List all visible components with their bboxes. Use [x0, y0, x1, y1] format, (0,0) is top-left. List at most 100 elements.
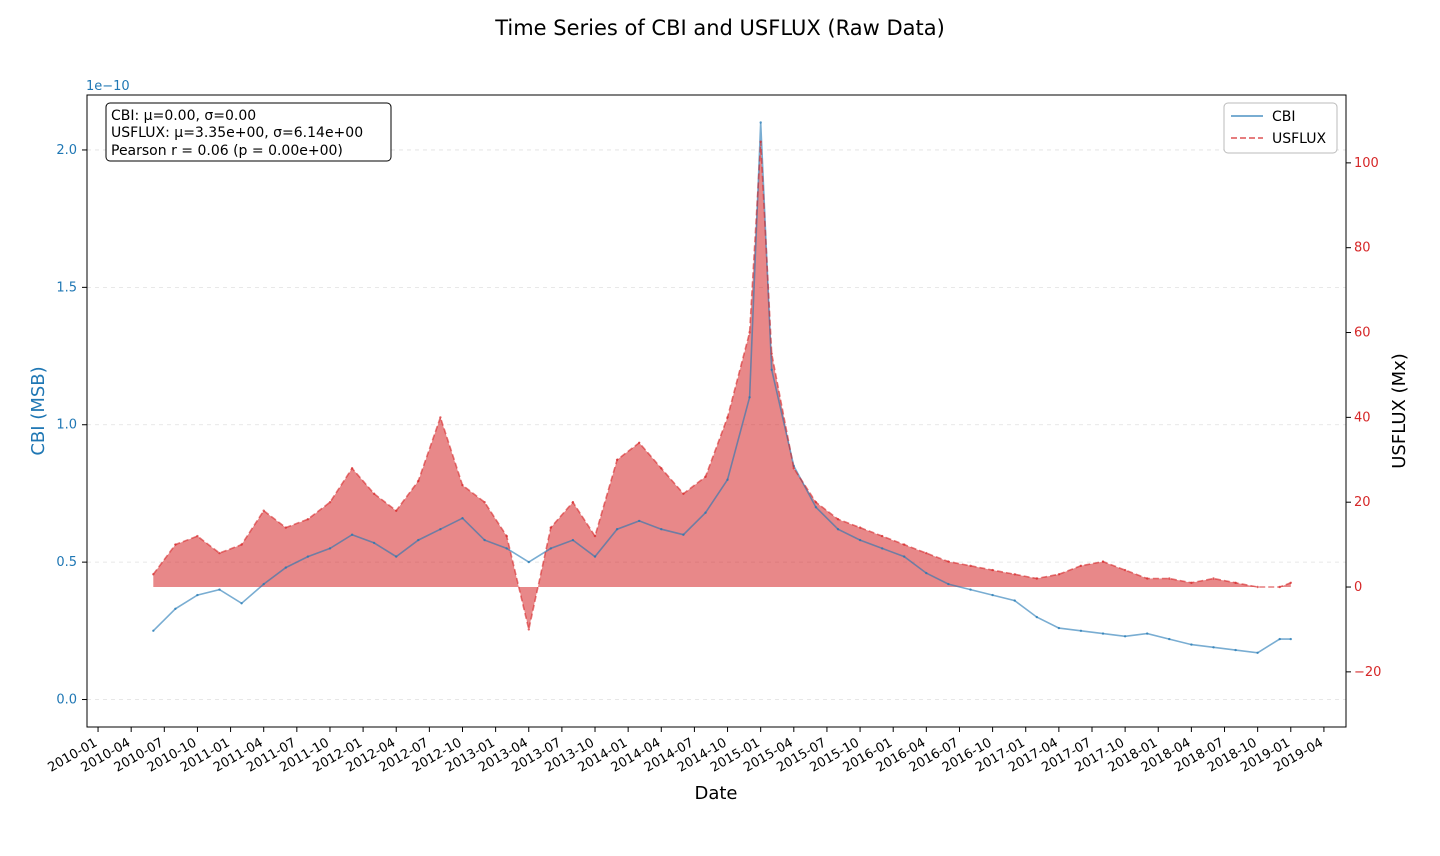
- cbi-point: [505, 547, 508, 550]
- usflux-fill: [153, 141, 1291, 630]
- plot-frame: [86, 94, 1347, 728]
- cbi-point: [682, 533, 685, 536]
- usflux-point: [1101, 560, 1105, 563]
- usflux-point: [726, 416, 729, 419]
- usflux-point: [1289, 581, 1293, 584]
- left-axis-exponent: 1e−10: [86, 79, 130, 94]
- legend: CBI USFLUX: [1223, 102, 1338, 154]
- cbi-point: [1146, 632, 1149, 635]
- usflux-point: [858, 526, 862, 529]
- left-tick-label: 0.5: [56, 555, 77, 570]
- usflux-point: [1278, 585, 1281, 589]
- cbi-point: [947, 582, 950, 586]
- left-tick-label: 1.0: [56, 418, 77, 433]
- usflux-point: [836, 518, 840, 521]
- usflux-point: [284, 526, 287, 529]
- usflux-point: [660, 467, 663, 470]
- cbi-point: [328, 547, 332, 550]
- legend-label-cbi: CBI: [1272, 109, 1296, 125]
- stats-box: CBI: μ=0.00, σ=0.00 USFLUX: μ=3.35e+00, …: [105, 102, 392, 162]
- cbi-point: [461, 517, 464, 520]
- usflux-point: [792, 467, 795, 470]
- cbi-point: [218, 588, 221, 591]
- stats-line: USFLUX: μ=3.35e+00, σ=6.14e+00: [111, 125, 363, 141]
- usflux-point: [1212, 577, 1215, 580]
- cbi-point: [571, 538, 575, 542]
- right-y-axis-label: USFLUX (Mx): [1389, 353, 1410, 469]
- cbi-point: [196, 593, 199, 597]
- cbi-point: [638, 519, 641, 523]
- usflux-point: [1079, 564, 1083, 567]
- usflux-point: [1013, 573, 1016, 576]
- usflux-point: [262, 509, 265, 512]
- usflux-point: [417, 479, 420, 483]
- right-tick-label: 100: [1354, 156, 1379, 171]
- cbi-point: [1057, 626, 1061, 630]
- usflux-point: [682, 492, 685, 495]
- usflux-point: [439, 416, 442, 419]
- cbi-point: [527, 560, 530, 564]
- cbi-point: [759, 121, 762, 124]
- usflux-point: [483, 501, 486, 504]
- cbi-point: [417, 538, 420, 542]
- right-tick-label: 40: [1354, 410, 1371, 425]
- usflux-point: [196, 534, 199, 538]
- cbi-point: [395, 555, 398, 558]
- usflux-point: [969, 564, 972, 567]
- usflux-point: [925, 551, 928, 555]
- cbi-point: [1035, 615, 1039, 619]
- usflux-point: [549, 526, 552, 529]
- usflux-point: [1256, 585, 1259, 589]
- cbi-point: [704, 511, 707, 514]
- cbi-series-line: [152, 122, 1291, 654]
- cbi-point: [549, 547, 552, 550]
- usflux-point: [218, 551, 221, 555]
- cbi-point: [881, 547, 884, 550]
- usflux-point: [704, 475, 707, 478]
- usflux-point: [395, 509, 398, 512]
- usflux-point: [991, 568, 994, 572]
- cbi-point: [1289, 637, 1293, 641]
- left-tick-label: 1.5: [56, 280, 77, 295]
- usflux-point: [527, 628, 530, 631]
- usflux-point: [638, 441, 641, 444]
- cbi-point: [262, 582, 265, 586]
- usflux-point: [1035, 577, 1039, 580]
- cbi-point: [615, 528, 619, 531]
- cbi-point: [748, 396, 751, 399]
- cbi-point: [240, 602, 243, 605]
- cbi-point: [1212, 646, 1215, 649]
- usflux-point: [372, 492, 376, 495]
- stats-line: CBI: μ=0.00, σ=0.00: [111, 108, 256, 124]
- cbi-point: [925, 571, 928, 575]
- cbi-point: [1079, 629, 1083, 632]
- cbi-point: [1278, 637, 1281, 641]
- cbi-point: [306, 555, 310, 558]
- right-tick-label: 20: [1354, 495, 1371, 510]
- cbi-point: [1234, 648, 1237, 652]
- stats-line: Pearson r = 0.06 (p = 0.00e+00): [111, 143, 343, 159]
- usflux-area: [153, 141, 1291, 630]
- usflux-point: [461, 484, 464, 487]
- right-tick-label: −20: [1354, 665, 1381, 680]
- usflux-point: [947, 560, 950, 563]
- cbi-point: [726, 478, 729, 481]
- usflux-point: [903, 543, 906, 546]
- usflux-point: [1057, 573, 1061, 576]
- right-tick-label: 0: [1354, 580, 1362, 595]
- usflux-point: [1168, 577, 1171, 580]
- x-axis-label: Date: [694, 783, 737, 804]
- cbi-point: [836, 528, 840, 531]
- usflux-point: [1123, 568, 1127, 572]
- cbi-point: [1168, 637, 1171, 641]
- cbi-point: [858, 538, 862, 542]
- left-tick-label: 0.0: [56, 693, 77, 708]
- usflux-point: [759, 140, 762, 143]
- cbi-point: [1190, 643, 1193, 646]
- usflux-point: [1234, 581, 1237, 584]
- left-y-axis-label: CBI (MSB): [28, 366, 49, 455]
- cbi-point: [152, 629, 155, 632]
- usflux-point: [174, 543, 177, 546]
- series-lines: [152, 121, 1293, 654]
